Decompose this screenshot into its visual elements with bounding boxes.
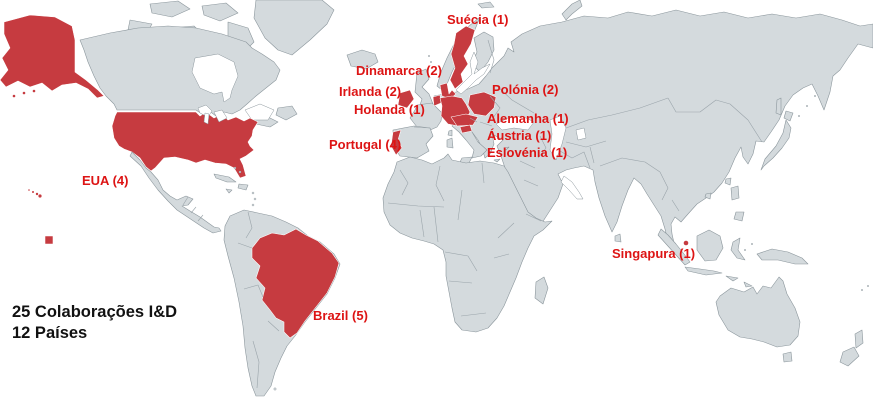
country-label-suecia: Suécia (1) xyxy=(447,12,509,27)
borneo xyxy=(696,229,724,262)
australia xyxy=(715,276,801,348)
new-zealand-south xyxy=(839,346,860,367)
summary-countries: 12 Países xyxy=(12,324,88,342)
france xyxy=(409,102,443,132)
hawaii-islands xyxy=(28,189,42,198)
country-borders xyxy=(182,39,763,389)
new-guinea xyxy=(756,248,809,265)
baltic-sea xyxy=(455,51,491,95)
hudson-bay xyxy=(191,53,239,103)
country-usa-alaska xyxy=(0,14,105,99)
sardinia xyxy=(446,137,454,149)
mediterranean-islands xyxy=(493,146,510,163)
novaya-zemlya xyxy=(561,0,583,21)
summary-text: 25 Colaborações I&D 12 Países xyxy=(12,302,177,344)
arctic-island xyxy=(201,2,239,22)
caribbean-islands xyxy=(233,166,257,207)
hispaniola xyxy=(237,183,249,191)
country-label-holanda: Holanda (1) xyxy=(354,102,425,117)
country-label-singapura: Singapura (1) xyxy=(612,246,696,261)
philippines-mindanao xyxy=(733,211,745,222)
pacific-islands xyxy=(861,285,870,292)
persian-gulf xyxy=(560,175,584,200)
country-label-dinamarca: Dinamarca (2) xyxy=(356,63,442,78)
sakhalin xyxy=(775,97,782,116)
country-poland xyxy=(467,91,497,117)
country-label-alemanha: Alemanha (1) xyxy=(487,111,569,126)
gulf-of-st-lawrence xyxy=(244,103,275,121)
kuril-islands xyxy=(798,94,817,117)
africa xyxy=(382,153,553,333)
great-lakes xyxy=(197,104,228,125)
madagascar xyxy=(534,276,549,305)
caspian-sea xyxy=(549,115,567,161)
country-label-irlanda: Irlanda (2) xyxy=(339,84,402,99)
corsica xyxy=(447,129,453,137)
country-portugal xyxy=(390,129,403,156)
moluccas xyxy=(744,242,754,251)
lesser-sunda xyxy=(743,281,753,288)
country-netherlands xyxy=(432,94,442,107)
country-label-polonia: Polónia (2) xyxy=(492,82,559,97)
shetland-islands xyxy=(428,55,433,64)
java xyxy=(684,266,723,276)
svalbard xyxy=(477,1,495,9)
landmass-south-america xyxy=(223,209,341,397)
summary-collaborations: 25 Colaborações I&D xyxy=(12,303,178,321)
country-usa xyxy=(111,111,259,179)
landmass-europe xyxy=(346,0,873,244)
country-label-austria: Áustria (1) xyxy=(487,128,552,143)
falkland-islands xyxy=(273,387,277,391)
aral-sea xyxy=(575,127,587,141)
country-greenland xyxy=(253,0,335,56)
sulawesi xyxy=(730,237,746,261)
country-singapore-marker xyxy=(683,240,689,246)
landmass-asia-islands xyxy=(614,94,817,288)
sri-lanka xyxy=(614,233,622,243)
country-label-portugal: Portugal (4) xyxy=(329,137,402,152)
landmass-oceania xyxy=(715,248,870,367)
landmass-north-america xyxy=(0,0,335,245)
country-label-brazil: Brazil (5) xyxy=(313,308,368,323)
arctic-island xyxy=(149,0,191,18)
country-ireland xyxy=(397,89,415,109)
country-brazil xyxy=(251,228,340,339)
hainan xyxy=(704,192,712,200)
country-slovenia xyxy=(459,124,473,134)
landmass-africa xyxy=(382,146,553,333)
japan-hokkaido xyxy=(783,110,794,122)
newfoundland xyxy=(275,105,298,121)
country-label-eslovenia: Eslovénia (1) xyxy=(487,145,568,160)
country-label-eua: EUA (4) xyxy=(82,173,129,188)
japan-honshu xyxy=(760,119,792,171)
sumatra xyxy=(657,228,691,266)
tasmania xyxy=(782,351,793,363)
iceland xyxy=(346,49,379,70)
country-denmark xyxy=(439,82,457,100)
philippines-luzon xyxy=(730,185,740,201)
taiwan xyxy=(724,177,732,186)
pacific-marker-square xyxy=(44,235,54,245)
mexico-central-america xyxy=(129,151,222,234)
jamaica xyxy=(225,188,233,194)
country-sweden xyxy=(449,25,476,90)
timor xyxy=(725,275,739,282)
aleutian-islands xyxy=(12,89,36,98)
new-zealand-north xyxy=(854,329,864,349)
cuba xyxy=(213,173,237,183)
black-sea xyxy=(495,115,535,131)
